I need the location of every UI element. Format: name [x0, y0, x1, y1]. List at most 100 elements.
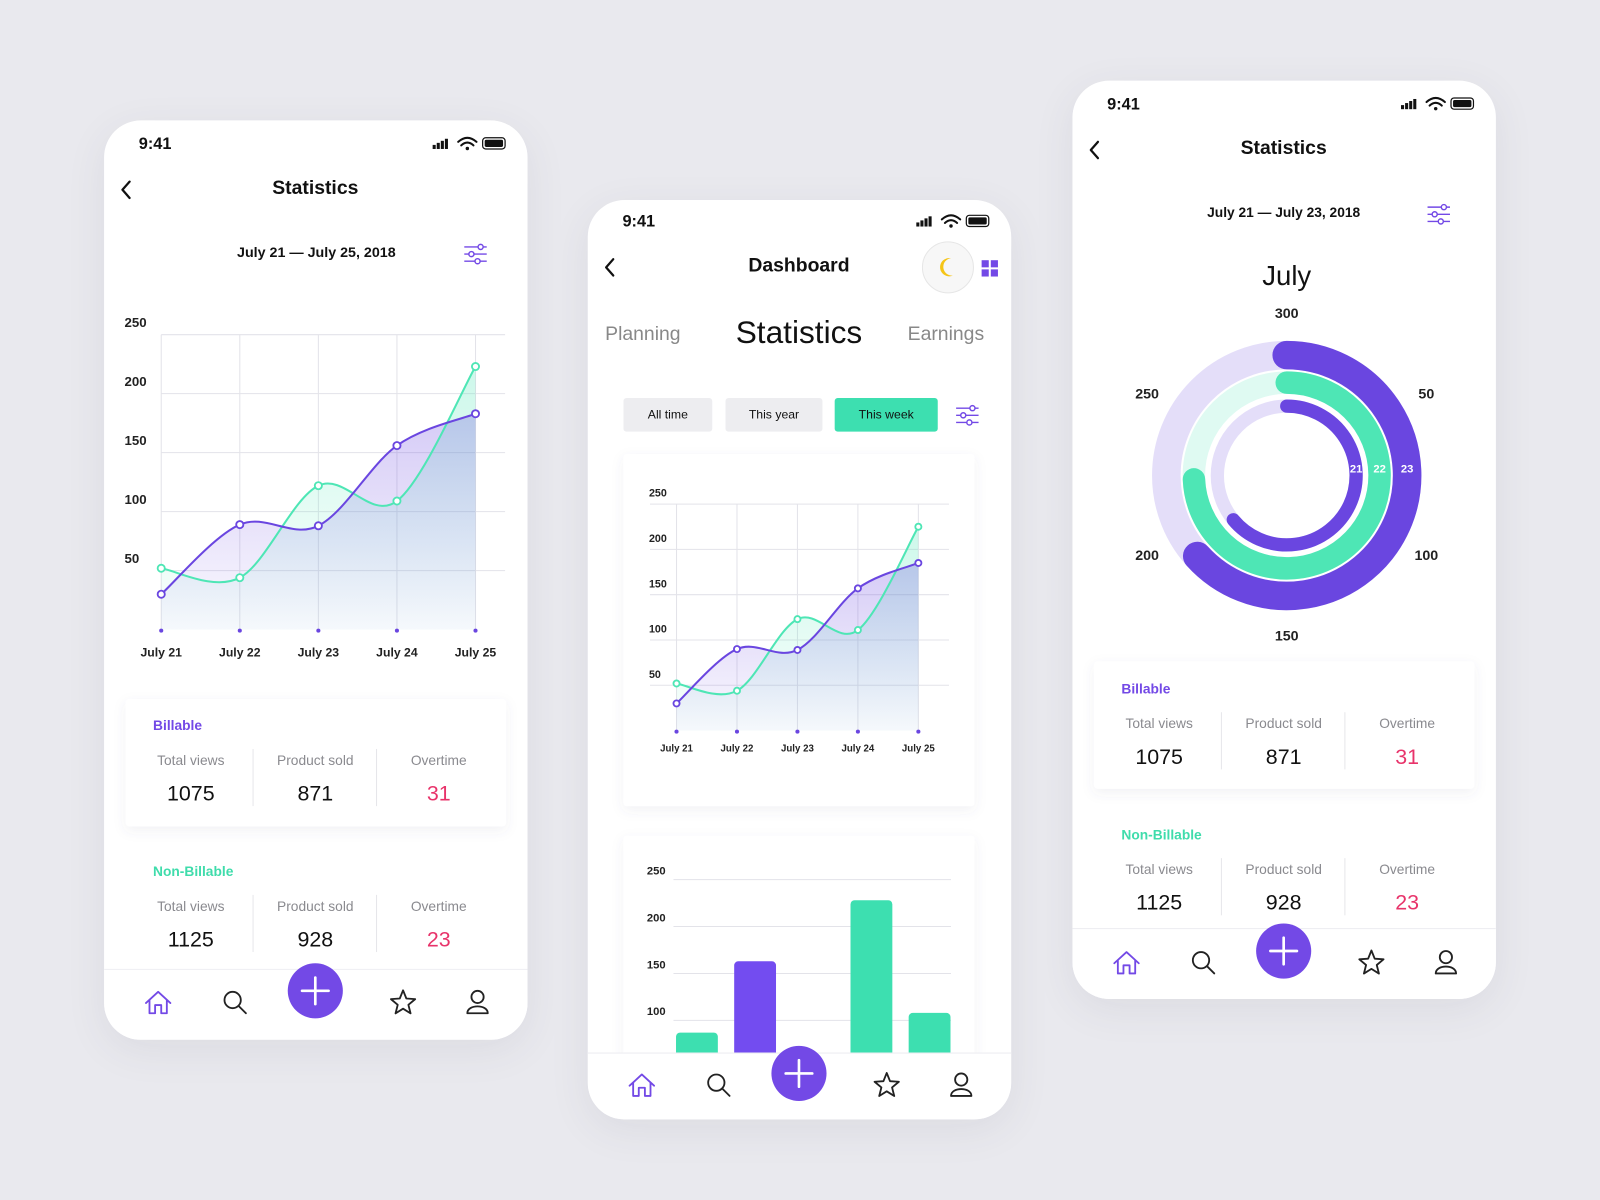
profile-tab[interactable]: [466, 989, 489, 1015]
add-icon: [300, 976, 330, 1006]
angle-tick-label: 250: [1135, 387, 1159, 403]
y-tick-label: 200: [649, 533, 667, 545]
signal-bar: [444, 138, 448, 149]
favorites-tab[interactable]: [1358, 949, 1385, 975]
data-point: [672, 699, 681, 708]
x-tick-label: July 24: [841, 744, 874, 755]
favorites-tab[interactable]: [873, 1072, 900, 1097]
search-tab[interactable]: [707, 1073, 731, 1097]
search-handle: [237, 1005, 247, 1015]
tab[interactable]: Statistics: [736, 314, 863, 350]
data-point: [672, 679, 681, 688]
angle-tick-label: 200: [1135, 548, 1159, 564]
battery-level: [968, 217, 987, 225]
back-button[interactable]: [604, 258, 615, 277]
tab[interactable]: Planning: [605, 323, 680, 345]
data-point: [733, 686, 741, 695]
chart-title: July: [1262, 260, 1311, 291]
star-icon: [390, 989, 417, 1015]
back-button[interactable]: [121, 180, 131, 200]
filter-button[interactable]: [464, 243, 487, 265]
home-icon: [144, 990, 172, 1015]
stat-label: Overtime: [411, 899, 467, 914]
filter-chip-label[interactable]: This year: [749, 408, 799, 422]
stat-value: 1125: [1136, 891, 1182, 915]
filter-chip[interactable]: [834, 397, 938, 432]
ring-arc: [1226, 399, 1363, 552]
add-button[interactable]: [771, 1045, 827, 1102]
stat-label: Product sold: [277, 753, 354, 768]
user-body: [466, 1005, 489, 1015]
profile-tab[interactable]: [950, 1072, 973, 1097]
stats-card: [1093, 661, 1475, 789]
home-tab[interactable]: [144, 990, 172, 1015]
filter-button[interactable]: [956, 404, 979, 426]
filter-chip[interactable]: [623, 397, 713, 432]
add-button[interactable]: [287, 963, 343, 1019]
x-axis-dot: [674, 729, 679, 734]
status-time: 9:41: [139, 135, 172, 153]
x-tick-label: July 25: [902, 744, 935, 755]
search-tab[interactable]: [223, 990, 247, 1015]
search-handle: [1206, 965, 1216, 975]
signal-bar: [1401, 105, 1405, 110]
back-button[interactable]: [1089, 140, 1100, 160]
signal-bar: [916, 222, 920, 227]
stat-value: 871: [297, 782, 333, 806]
x-axis-dot: [855, 729, 860, 734]
x-tick-label: July 22: [219, 645, 261, 659]
signal-bar: [436, 142, 440, 149]
search-tab[interactable]: [1191, 951, 1216, 975]
x-tick-label: July 23: [781, 744, 814, 755]
home-tab[interactable]: [628, 1073, 655, 1097]
signal-bar: [928, 216, 932, 227]
status-icons: [432, 136, 506, 151]
angle-tick-label: 50: [1418, 387, 1434, 403]
stat-value: 23: [1395, 891, 1419, 915]
search-icon: [223, 990, 242, 1010]
ring-label: 21: [1350, 463, 1362, 475]
y-tick-label: 250: [124, 315, 146, 330]
data-point: [156, 563, 166, 573]
battery: [482, 137, 506, 150]
x-axis-dot: [237, 628, 242, 633]
angle-tick-label: 300: [1275, 306, 1299, 322]
favorites-tab[interactable]: [390, 989, 417, 1015]
x-tick-label: July 21: [660, 744, 693, 755]
data-point: [156, 589, 166, 599]
ring-label: 22: [1373, 463, 1385, 475]
wifi-icon: [457, 136, 478, 147]
add-button[interactable]: [1256, 923, 1312, 979]
angle-tick-label: 150: [1275, 628, 1299, 644]
x-tick-label: July 24: [376, 645, 418, 659]
filter-chip-label[interactable]: This week: [859, 408, 915, 422]
filter-button[interactable]: [1427, 203, 1450, 225]
stats-heading: Billable: [1121, 681, 1170, 696]
status-time: 9:41: [622, 213, 655, 231]
user-head: [954, 1072, 969, 1087]
stat-label: Total views: [1126, 862, 1193, 877]
y-tick-label: 100: [124, 492, 146, 507]
stat-value: 1075: [167, 782, 215, 806]
stat-label: Overtime: [1379, 862, 1435, 877]
user-body: [1434, 965, 1458, 975]
data-point: [914, 558, 923, 567]
signal-bar: [1413, 98, 1417, 110]
add-icon: [784, 1058, 814, 1089]
phone-screen: 9:41 Statistics July 21 — July 23, 2018 Jul…: [1072, 80, 1496, 999]
stats-heading: Non-Billable: [153, 864, 234, 879]
filter-knob: [1440, 203, 1448, 211]
data-point: [235, 573, 245, 583]
signal-bar: [1409, 101, 1413, 110]
profile-tab[interactable]: [1434, 950, 1458, 975]
date-range: July 21 — July 23, 2018: [1207, 205, 1360, 220]
theme-toggle[interactable]: [921, 241, 974, 294]
filter-chip-label[interactable]: All time: [648, 408, 688, 422]
home-tab[interactable]: [1113, 951, 1140, 975]
filter-chip[interactable]: [725, 397, 823, 432]
screen-title: Statistics: [1241, 137, 1327, 159]
tab[interactable]: Earnings: [908, 323, 984, 345]
data-point: [235, 520, 245, 530]
wifi-dot: [1433, 106, 1438, 111]
wifi-dot: [465, 146, 470, 151]
